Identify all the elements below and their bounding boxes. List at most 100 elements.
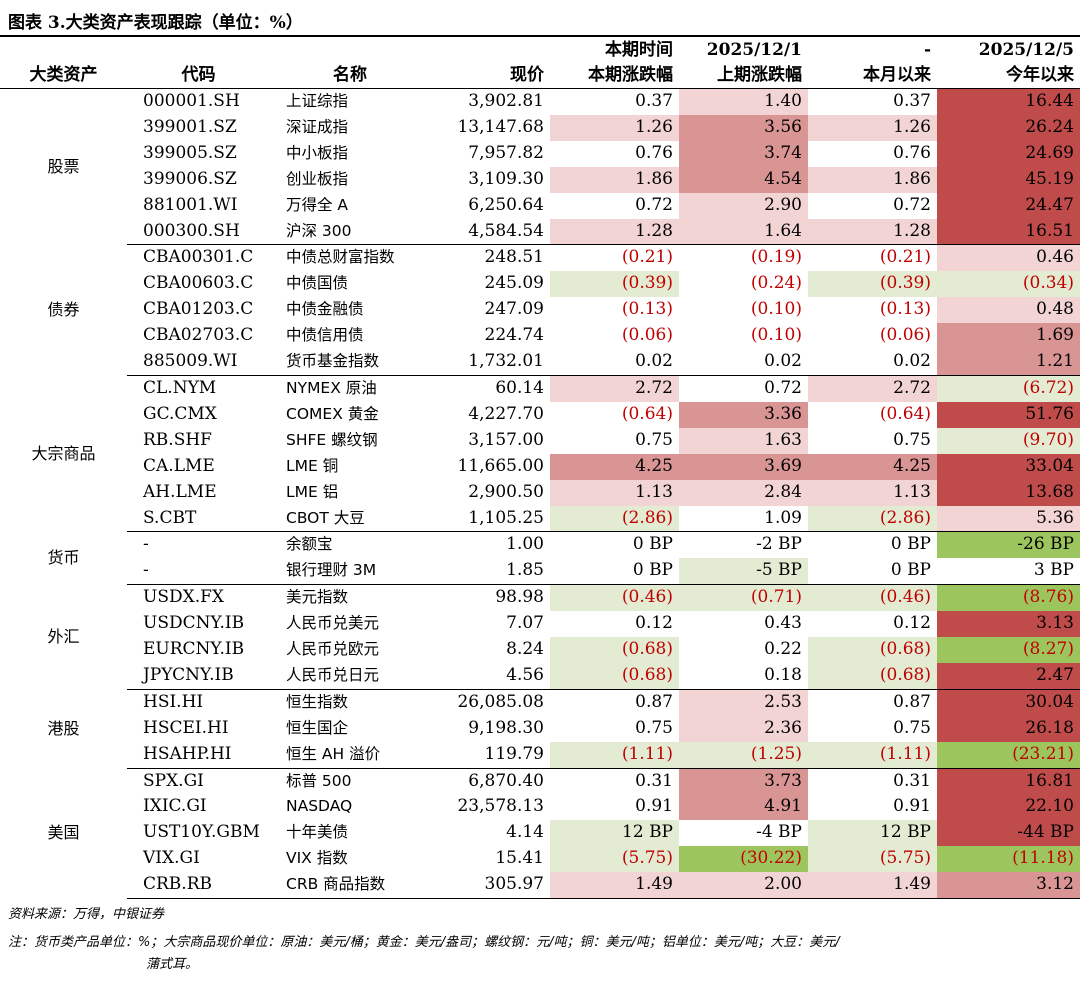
month-to-date: 2.72 [808,375,937,402]
header-row-2: 大类资产 代码 名称 现价 本期涨跌幅 上期涨跌幅 本月以来 今年以来 [0,63,1080,89]
asset-category: 外汇 [47,627,80,647]
asset-code: 881001.WI [143,194,238,215]
asset-code: 000300.SH [127,218,270,246]
table-row: CBA01203.C 中债金融债 247.09 (0.13) (0.10) (0.13) 0… [0,297,1080,324]
asset-name: 人民币兑日元 [270,662,430,690]
asset-name: 十年美债 [286,823,349,842]
current-price: 4,227.70 [468,403,544,424]
asset-name: 上证综指 [286,92,349,110]
table-row: AH.LME LME 铝 2,900.50 1.13 2.84 1.13 13.68 [0,479,1080,506]
current-change: (0.39) [550,271,679,298]
month-to-date: (0.21) [879,247,931,268]
table-row: 000300.SH 沪深 300 4,584.54 1.28 1.64 1.28 16.51 [0,218,1080,246]
header-dash: - [923,40,931,60]
previous-change: 2.00 [679,872,808,900]
asset-category: 美国 [47,823,80,843]
year-to-date: 16.81 [937,768,1080,795]
current-change: 0.02 [550,349,679,376]
previous-change: -4 BP [756,822,802,843]
asset-category: 股票 [47,157,80,177]
current-price: 1,732.01 [430,349,550,376]
current-price: 4.56 [430,662,550,690]
table-row: 货币 - 余额宝 1.00 0 BP -2 BP 0 BP -26 BP [0,531,1080,567]
current-change: 1.13 [550,479,679,506]
table-row: HSCEI.HI 恒生国企 9,198.30 0.75 2.36 0.75 26.18 [0,715,1080,742]
year-to-date: 5.36 [937,505,1080,533]
month-to-date: 0.37 [893,91,931,111]
current-price: 3,157.00 [468,429,544,450]
current-price: 7,957.82 [468,142,544,163]
table-row: 399006.SZ 创业板指 3,109.30 1.86 4.54 1.86 45.19 [0,166,1080,193]
previous-change: (0.24) [750,273,802,294]
top-rule [0,35,1080,37]
current-change: 0.76 [635,142,673,163]
previous-change: 4.91 [679,794,808,821]
asset-code: CBA00301.C [143,247,254,268]
current-price: 15.41 [495,848,544,869]
asset-code: RB.SHF [143,429,212,450]
footnote-line-1: 注：货币类产品单位：%；大宗商品现价单位：原油：美元/桶；黄金：美元/盎司；螺纹… [8,935,840,950]
year-to-date: 0.48 [937,297,1080,324]
year-to-date: 24.69 [937,140,1080,167]
asset-code: S.CBT [127,505,270,533]
asset-code: 399001.SZ [143,116,237,137]
asset-category: 债券 [47,300,80,320]
current-change: (5.75) [550,846,679,873]
table-row: CBA00603.C 中债国债 245.09 (0.39) (0.24) (0.39) (0… [0,271,1080,298]
asset-code: CBA01203.C [143,299,254,320]
asset-code: HSAHP.HI [127,741,270,769]
table-row: IXIC.GI NASDAQ 23,578.13 0.91 4.91 0.91 22.10 [0,794,1080,821]
asset-name: 美元指数 [286,588,349,607]
year-to-date: 1.69 [937,323,1080,350]
current-change: 0.87 [635,691,673,712]
year-to-date: 51.76 [937,401,1080,428]
year-to-date: 1.21 [937,349,1080,376]
month-to-date: (0.06) [879,325,931,346]
header-current-change: 本期涨跌幅 [550,63,679,89]
month-to-date: 0.75 [893,717,931,738]
asset-name: 人民币兑美元 [286,614,380,633]
current-price: 3,902.81 [468,91,544,111]
table-row: USDCNY.IB 人民币兑美元 7.07 0.12 0.43 0.12 3.13 [0,611,1080,638]
asset-code: CBA00603.C [143,273,254,294]
year-to-date: 16.44 [937,88,1080,115]
previous-change: -2 BP [756,534,802,555]
month-to-date: 0.12 [893,613,931,634]
previous-change: 0.18 [679,662,808,690]
current-change: (0.64) [621,403,673,424]
year-to-date: 0.46 [937,244,1080,272]
month-to-date: 1.13 [808,479,937,506]
current-price: 11,665.00 [457,455,544,476]
current-change: (1.11) [550,741,679,769]
asset-code: - [127,558,270,586]
current-price: 247.09 [484,299,544,320]
previous-change: 2.84 [679,479,808,506]
asset-name: NASDAQ [286,797,353,816]
year-to-date: 33.04 [937,453,1080,480]
year-to-date: (8.76) [937,584,1080,612]
year-to-date: 3.12 [937,872,1080,900]
table-title: 图表 3.大类资产表现跟踪（单位：%） [8,13,303,33]
current-price: 248.51 [484,247,544,268]
header-price: 现价 [430,63,550,89]
current-change: (0.06) [621,325,673,346]
asset-name: SHFE 螺纹钢 [286,430,378,449]
table-row: 港股 HSI.HI 恒生指数 26,085.08 0.87 2.53 0.87 30.04 [0,689,1080,738]
previous-change: 3.69 [679,453,808,480]
asset-code: USDX.FX [143,587,225,608]
month-to-date: (2.86) [808,505,937,533]
month-to-date: (0.68) [808,662,937,690]
month-to-date: 1.49 [808,872,937,900]
month-to-date: 0.31 [893,770,931,791]
year-to-date: (23.21) [937,741,1080,769]
table-row: CA.LME LME 铜 11,665.00 4.25 3.69 4.25 33.04 [0,453,1080,480]
table-row: VIX.GI VIX 指数 15.41 (5.75) (30.22) (5.75) (11.… [0,846,1080,873]
month-to-date: (0.68) [808,637,937,663]
table-row: CBA02703.C 中债信用债 224.74 (0.06) (0.10) (0.06) 1… [0,323,1080,350]
footnote: 注：货币类产品单位：%；大宗商品现价单位：原油：美元/桶；黄金：美元/盎司；螺纹… [8,932,1076,976]
year-to-date: 24.47 [937,192,1080,219]
previous-change: (30.22) [679,846,808,873]
current-change: 0 BP [550,558,679,586]
year-to-date: 30.04 [937,689,1080,716]
current-change: 2.72 [550,375,679,402]
